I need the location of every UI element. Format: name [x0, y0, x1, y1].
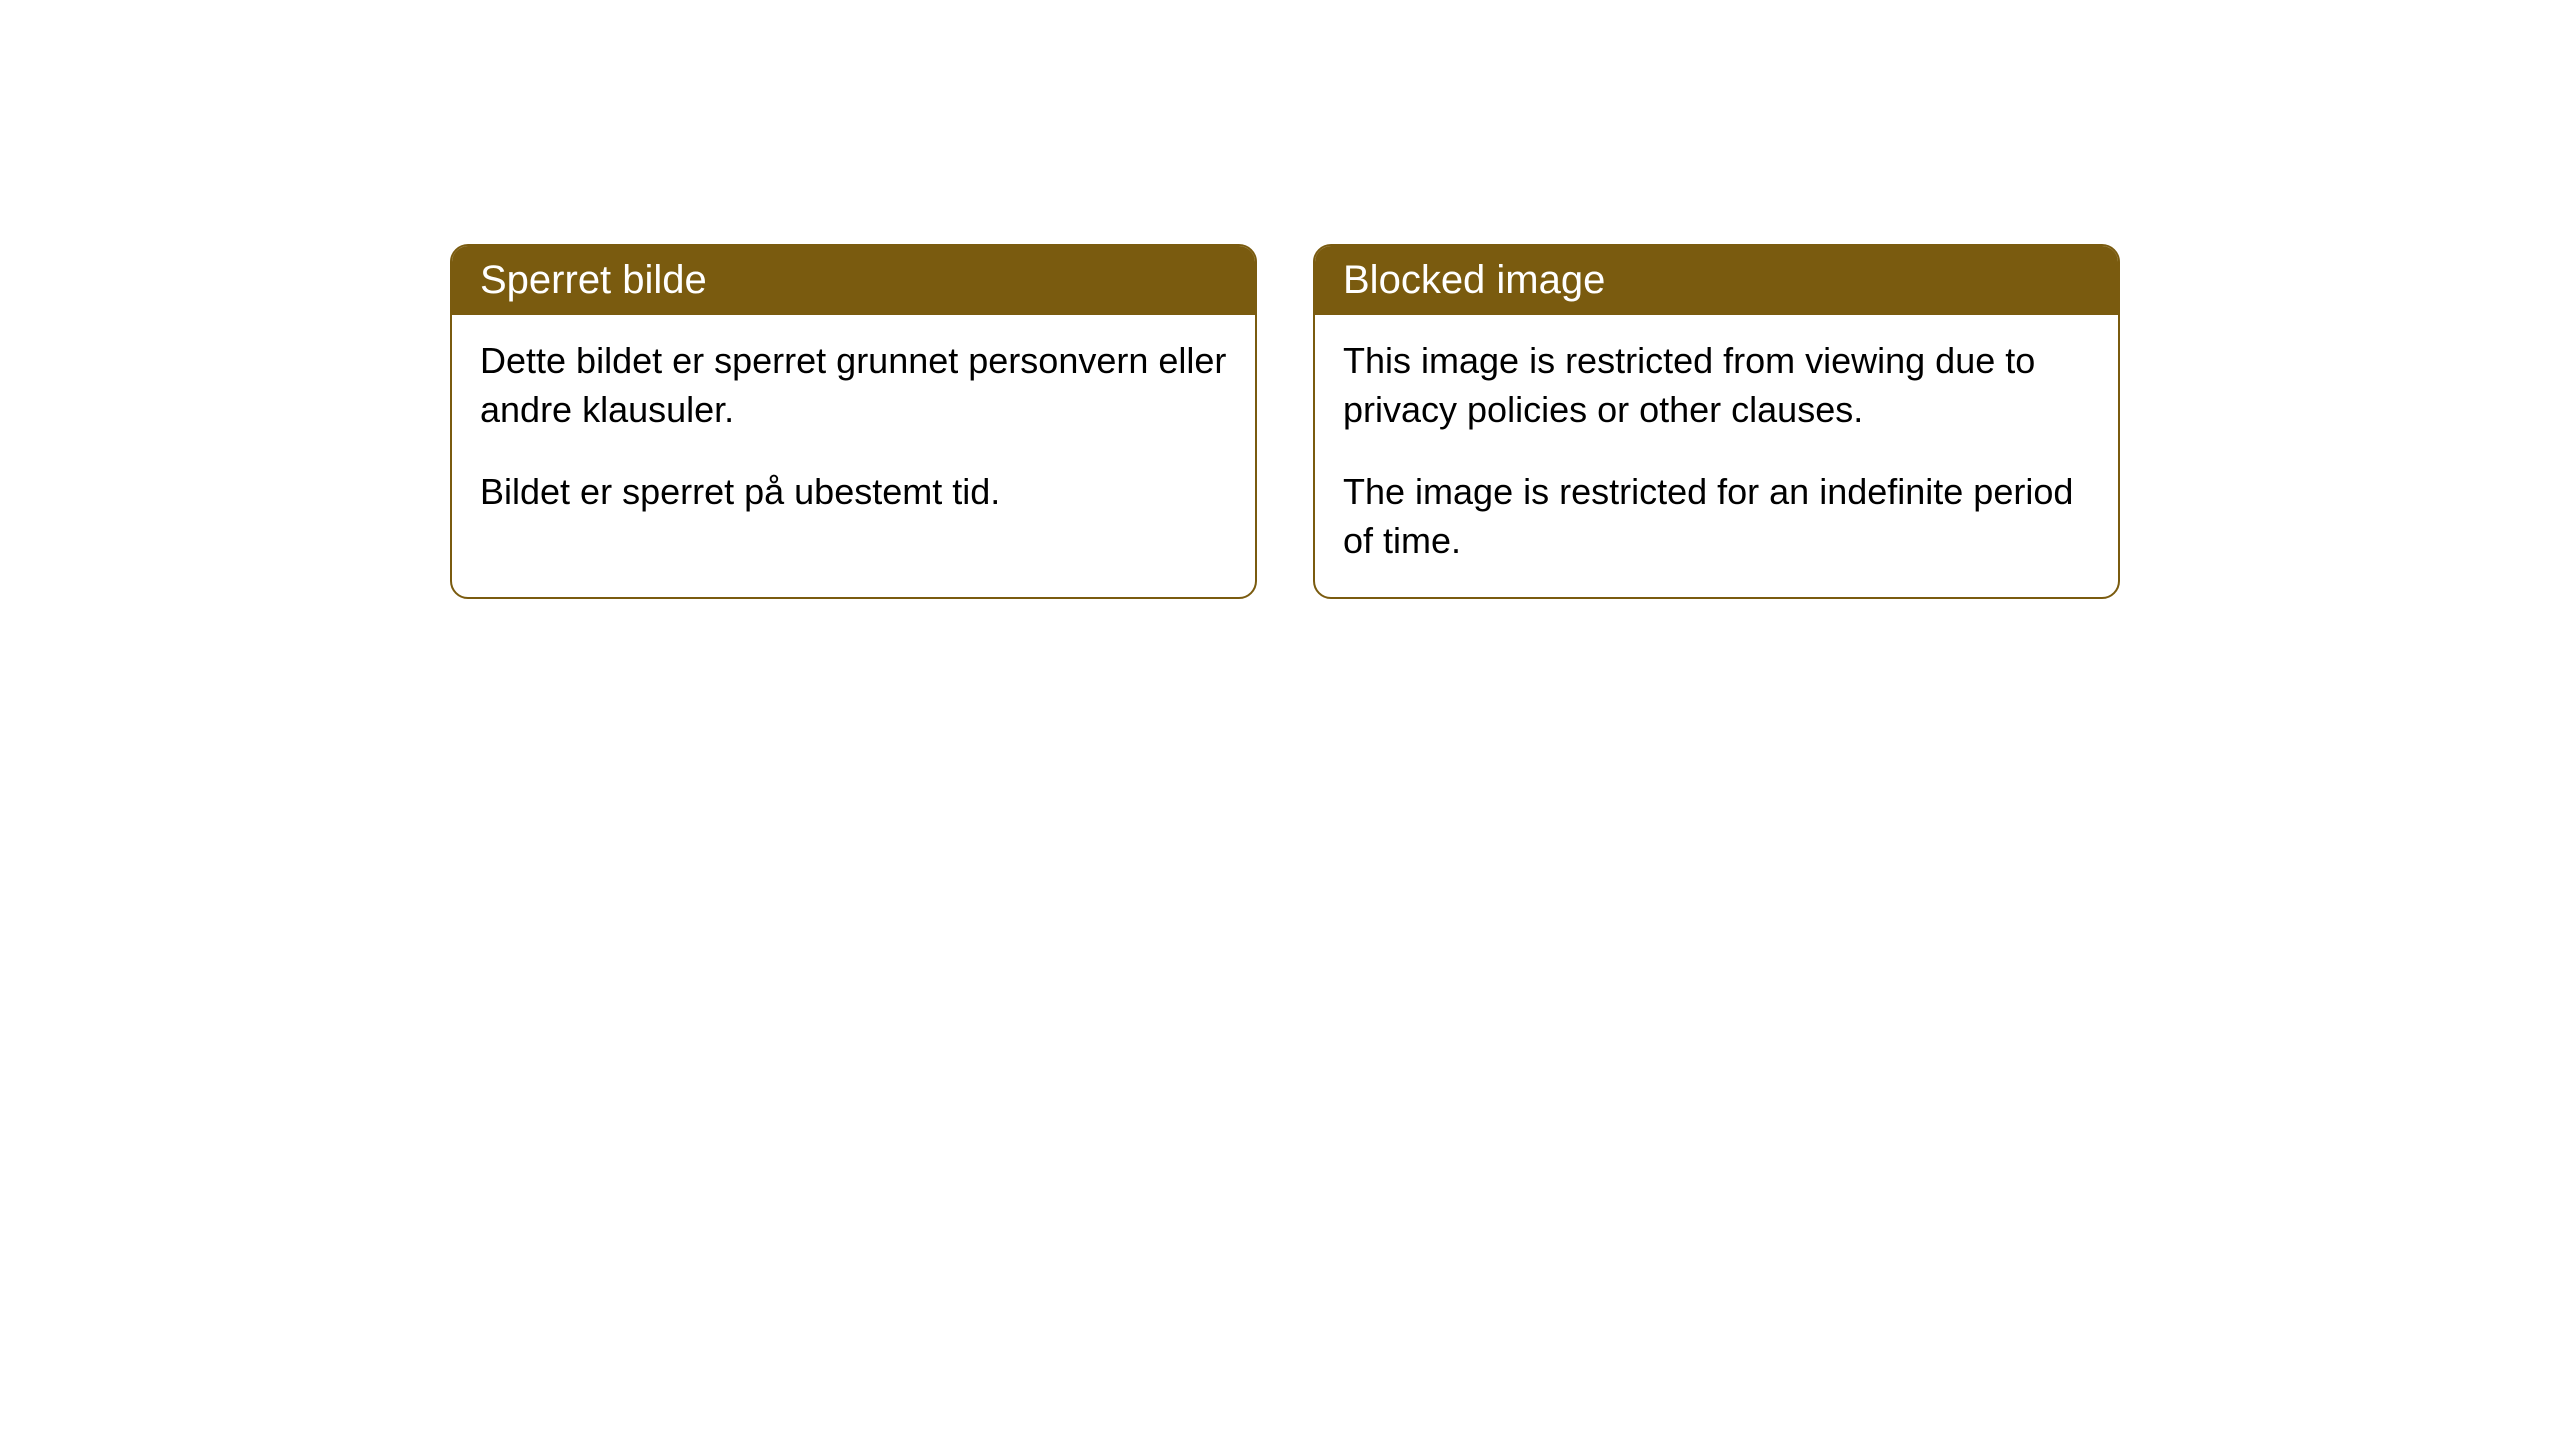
card-body: This image is restricted from viewing du…	[1315, 315, 2118, 597]
notice-card-english: Blocked image This image is restricted f…	[1313, 244, 2120, 599]
card-paragraph: Bildet er sperret på ubestemt tid.	[480, 468, 1227, 517]
notice-card-norwegian: Sperret bilde Dette bildet er sperret gr…	[450, 244, 1257, 599]
card-paragraph: The image is restricted for an indefinit…	[1343, 468, 2090, 565]
card-header: Blocked image	[1315, 246, 2118, 315]
card-paragraph: Dette bildet er sperret grunnet personve…	[480, 337, 1227, 434]
card-title: Blocked image	[1343, 258, 1605, 302]
notice-container: Sperret bilde Dette bildet er sperret gr…	[450, 244, 2120, 599]
card-body: Dette bildet er sperret grunnet personve…	[452, 315, 1255, 549]
card-header: Sperret bilde	[452, 246, 1255, 315]
card-title: Sperret bilde	[480, 258, 707, 302]
card-paragraph: This image is restricted from viewing du…	[1343, 337, 2090, 434]
